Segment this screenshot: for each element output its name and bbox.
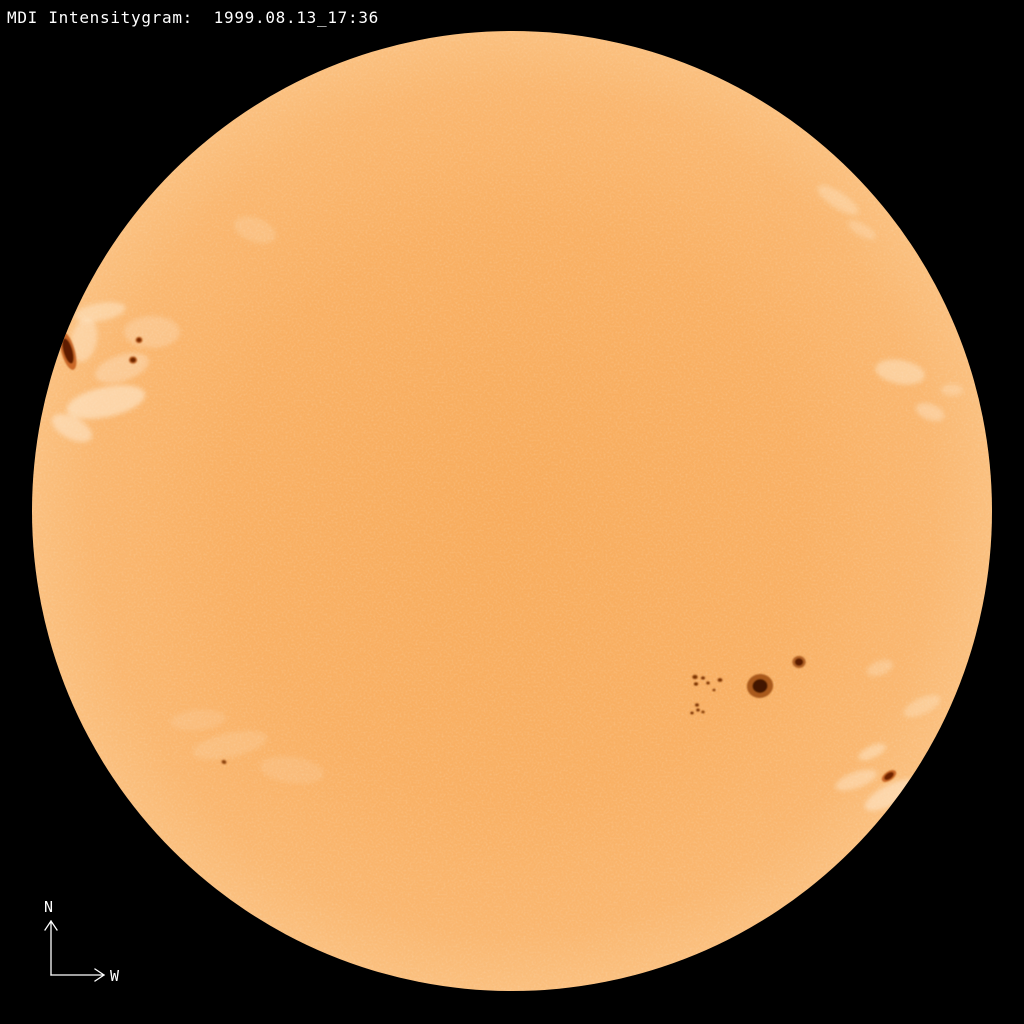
cluster-speck (717, 677, 723, 683)
right-limb-spot (881, 770, 897, 782)
facula (51, 413, 93, 443)
facula (903, 694, 941, 718)
cluster-speck (700, 676, 706, 680)
cluster-speck (701, 710, 705, 714)
sunspot-umbra (706, 681, 710, 685)
facula (864, 779, 916, 811)
sunspot-umbra (712, 688, 716, 692)
sunspot-umbra (136, 337, 142, 343)
compass-west-arrow (50, 968, 106, 982)
main-spot (746, 674, 774, 698)
sunspot-umbra (130, 357, 136, 363)
image-title: MDI Intensitygram: 1999.08.13_17:36 (7, 8, 379, 27)
left-dot-1 (135, 336, 143, 344)
facula (70, 318, 98, 362)
sunspot-umbra (884, 772, 894, 780)
compass: N W (44, 898, 120, 985)
compass-north-label: N (44, 898, 53, 916)
facula (915, 402, 945, 422)
facula (124, 316, 180, 348)
cluster-speck (693, 681, 699, 687)
compass-north-arrow (44, 919, 58, 976)
cluster-speck (694, 703, 700, 707)
cluster-speck (695, 708, 701, 712)
facula (74, 302, 126, 322)
sunspot-umbra (701, 676, 705, 680)
left-limb-spot (59, 332, 77, 370)
sunspot-umbra (794, 658, 804, 666)
compass-west-label: W (110, 967, 120, 985)
companion-spot (792, 655, 806, 669)
sunspot-layer (59, 332, 897, 782)
sunspot-umbra (690, 711, 694, 715)
facula (260, 756, 324, 784)
sunspot-umbra (694, 682, 698, 686)
facula (233, 216, 277, 244)
facula (170, 709, 226, 731)
facula (866, 659, 894, 677)
sunspot-umbra (692, 675, 698, 679)
cluster-speck (712, 688, 716, 692)
facula (847, 220, 877, 240)
sunspot-umbra (701, 710, 705, 714)
facula (858, 743, 886, 761)
sunspot-umbra (752, 679, 768, 693)
sunspot-umbra (222, 760, 226, 764)
facula (941, 384, 963, 396)
sunspot-umbra (695, 703, 699, 707)
sunspot-umbra (62, 338, 74, 364)
small-dot-southwest (221, 759, 227, 765)
facula (875, 359, 925, 385)
granulation-dark-layer (32, 31, 992, 991)
facula (817, 185, 859, 215)
sunspot-umbra (718, 678, 722, 682)
facula (835, 769, 877, 791)
left-dot-2 (128, 356, 138, 364)
sunspot-umbra (696, 708, 700, 712)
facula (192, 730, 268, 760)
facula (66, 385, 146, 419)
cluster-speck (690, 711, 694, 715)
cluster-speck (692, 674, 698, 680)
cluster-speck (705, 681, 711, 685)
